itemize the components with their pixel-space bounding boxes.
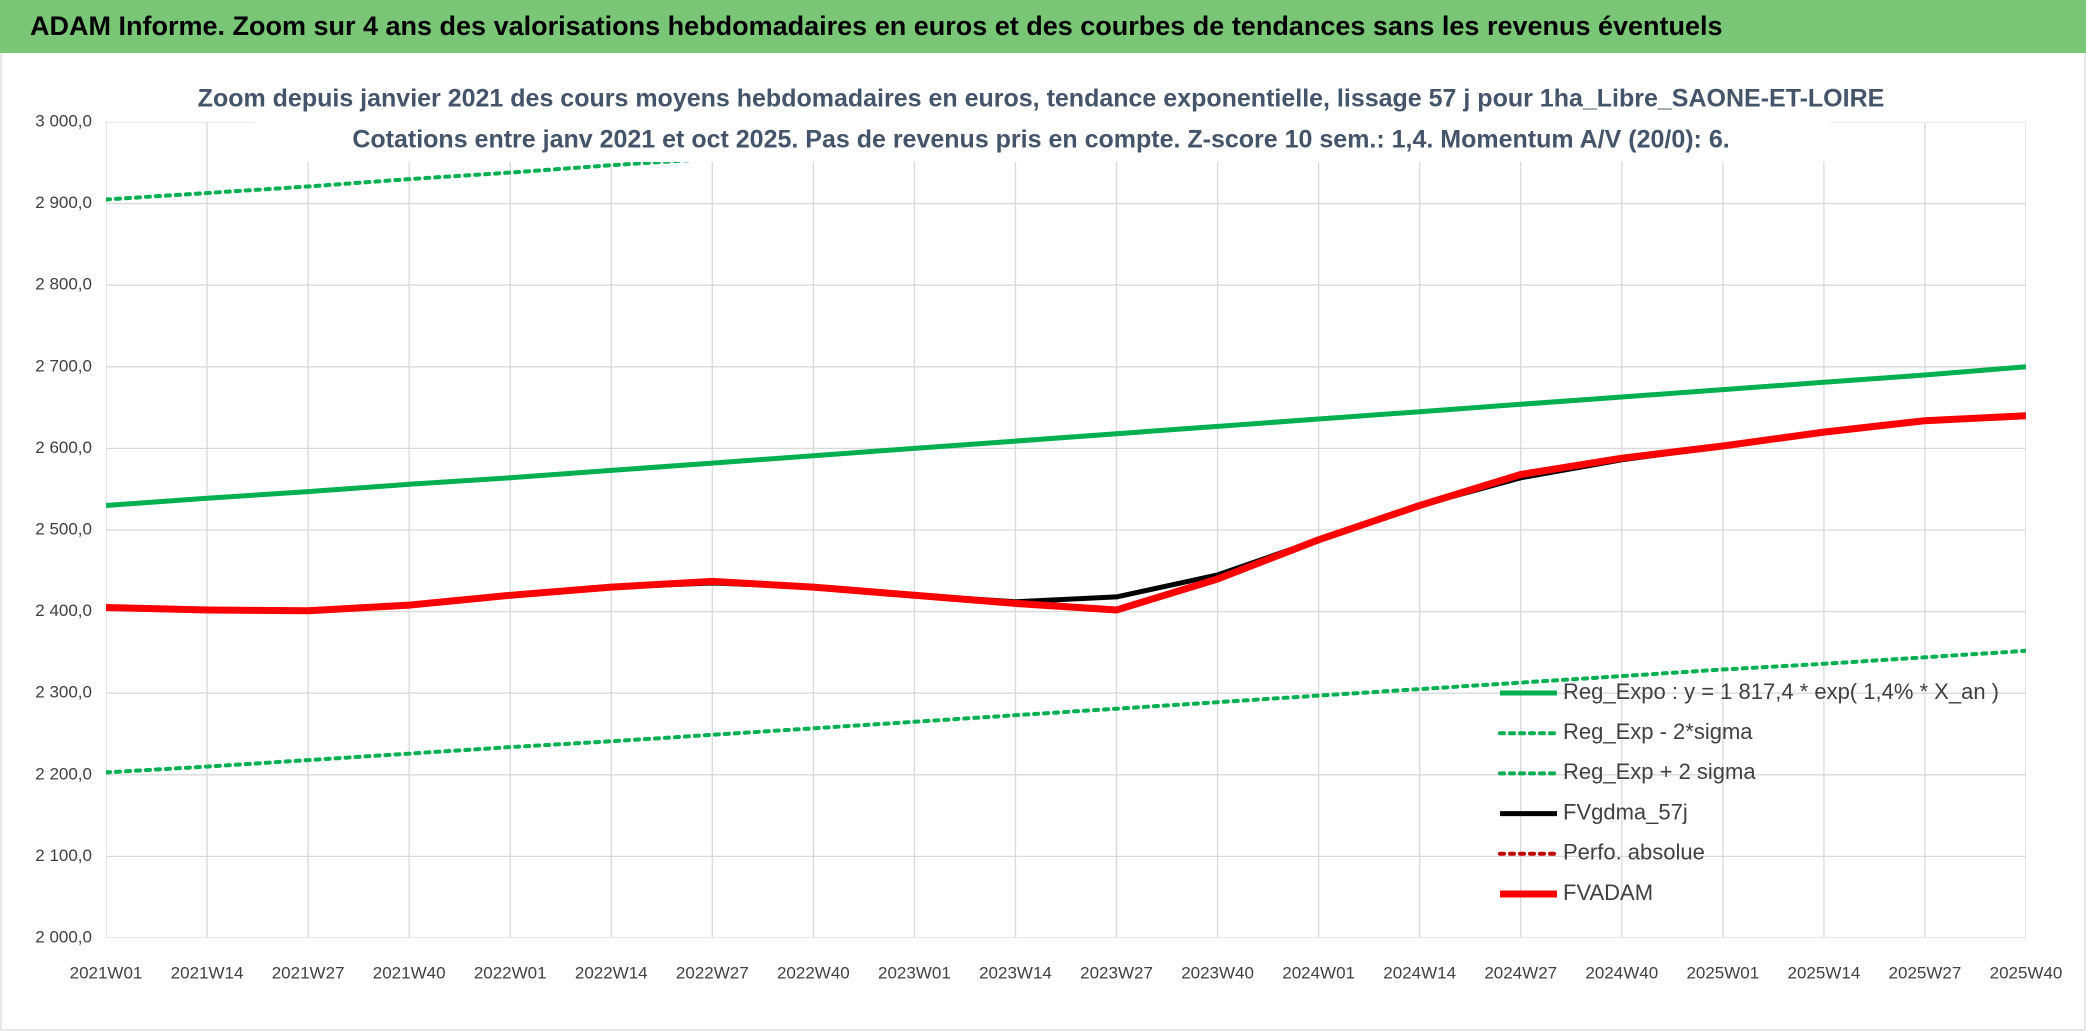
y-tick-label: 3 000,0 bbox=[35, 111, 92, 130]
x-tick-label: 2021W01 bbox=[70, 963, 143, 982]
legend-label: Reg_Exp + 2 sigma bbox=[1563, 759, 1756, 784]
legend-label: FVgdma_57j bbox=[1563, 799, 1688, 824]
y-tick-label: 2 000,0 bbox=[35, 927, 92, 946]
series-line bbox=[106, 648, 2026, 775]
y-tick-label: 2 800,0 bbox=[35, 275, 92, 294]
chart-subtitle: Zoom depuis janvier 2021 des cours moyen… bbox=[198, 85, 1885, 113]
x-tick-label: 2024W01 bbox=[1282, 963, 1355, 982]
x-tick-label: 2023W01 bbox=[878, 963, 951, 982]
x-tick-label: 2022W40 bbox=[777, 963, 850, 982]
x-tick-label: 2022W14 bbox=[575, 963, 648, 982]
legend-label: Reg_Expo : y = 1 817,4 * exp( 1,4% * X_a… bbox=[1563, 679, 1999, 704]
header-bar bbox=[0, 0, 2086, 53]
x-tick-label: 2025W27 bbox=[1889, 963, 1962, 982]
series-line bbox=[106, 412, 2026, 615]
x-tick-label: 2023W27 bbox=[1080, 963, 1153, 982]
series-line bbox=[106, 364, 2026, 508]
y-tick-label: 2 600,0 bbox=[35, 438, 92, 457]
x-tick-label: 2024W40 bbox=[1585, 963, 1658, 982]
x-tick-label: 2023W14 bbox=[979, 963, 1052, 982]
y-tick-label: 2 100,0 bbox=[35, 846, 92, 865]
y-tick-label: 2 400,0 bbox=[35, 601, 92, 620]
y-tick-label: 2 900,0 bbox=[35, 193, 92, 212]
y-tick-label: 2 300,0 bbox=[35, 683, 92, 702]
x-tick-label: 2022W27 bbox=[676, 963, 749, 982]
x-tick-label: 2021W14 bbox=[171, 963, 244, 982]
y-tick-label: 2 700,0 bbox=[35, 356, 92, 375]
x-tick-label: 2021W40 bbox=[373, 963, 446, 982]
x-tick-label: 2025W14 bbox=[1788, 963, 1861, 982]
x-tick-label: 2024W14 bbox=[1383, 963, 1456, 982]
legend-label: FVADAM bbox=[1563, 880, 1653, 905]
x-tick-label: 2023W40 bbox=[1181, 963, 1254, 982]
x-tick-label: 2025W01 bbox=[1686, 963, 1759, 982]
chart-subtitle: Cotations entre janv 2021 et oct 2025. P… bbox=[352, 126, 1729, 154]
chart-title: ADAM Informe. Zoom sur 4 ans des valoris… bbox=[30, 11, 1723, 41]
x-tick-label: 2024W27 bbox=[1484, 963, 1557, 982]
legend-label: Perfo. absolue bbox=[1563, 840, 1705, 865]
legend-label: Reg_Exp - 2*sigma bbox=[1563, 719, 1753, 744]
x-tick-label: 2025W40 bbox=[1990, 963, 2063, 982]
y-tick-label: 2 500,0 bbox=[35, 519, 92, 538]
x-tick-label: 2021W27 bbox=[272, 963, 345, 982]
x-tick-label: 2022W01 bbox=[474, 963, 547, 982]
subtitle-box bbox=[253, 78, 1830, 162]
y-tick-label: 2 200,0 bbox=[35, 764, 92, 783]
